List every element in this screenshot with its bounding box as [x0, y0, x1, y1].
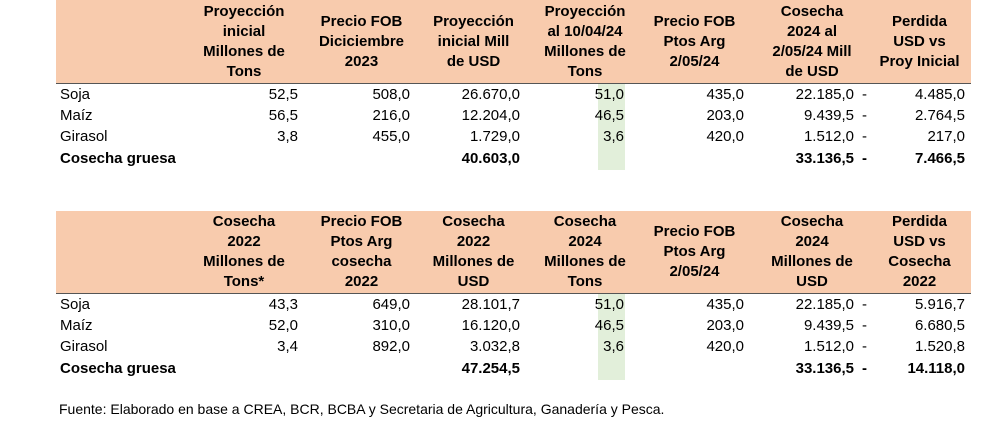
cell-value: 9.439,5 [803, 107, 854, 124]
header-proyeccion-inicial-tons: Proyección inicial Millones de Tons [203, 2, 285, 80]
cell-value: 40.603,0 [461, 150, 520, 167]
cell-value: 435,0 [706, 86, 744, 103]
cell-value: 455,0 [372, 128, 410, 145]
dash-mark: - [862, 360, 867, 377]
cell-value: 12.204,0 [461, 107, 520, 124]
table-row-girasol: Girasol 3,4 892,0 3.032,8 3,6 420,0 1.51… [56, 336, 971, 357]
cell-value: 51,0 [594, 296, 624, 313]
header-precio-fob-02-05: Precio FOB Ptos Arg 2/05/24 [653, 223, 736, 280]
cell-value: 33.136,5 [795, 360, 854, 377]
table-body: Soja 52,5 508,0 26.670,0 51,0 435,0 22.1… [56, 84, 971, 170]
cell-value: 46,5 [594, 317, 624, 334]
header-proyeccion-inicial-usd: Proyección inicial Mill de USD [433, 12, 514, 70]
cell-value: 51,0 [594, 86, 624, 103]
source-note: Fuente: Elaborado en base a CREA, BCR, B… [59, 401, 665, 417]
cell-value: 1.512,0 [803, 338, 854, 355]
dash-mark: - [862, 107, 867, 124]
cell-value: 1.512,0 [803, 128, 854, 145]
header-cosecha-2024-usd: Cosecha 2024 al 2/05/24 Mill de USD [772, 2, 852, 80]
cell-value: 52,0 [268, 317, 298, 334]
row-label: Girasol [60, 128, 108, 145]
cell-value: 203,0 [706, 107, 744, 124]
cell-value: 420,0 [706, 128, 744, 145]
header-cosecha-2024-usd: Cosecha 2024 Millones de USD [771, 213, 853, 290]
header-cosecha-2022-tons: Cosecha 2022 Millones de Tons* [203, 213, 285, 290]
dash-mark: - [862, 150, 867, 167]
table-row-soja: Soja 43,3 649,0 28.101,7 51,0 435,0 22.1… [56, 294, 971, 315]
cell-value: 1.729,0 [469, 128, 520, 145]
cell-value: 3,4 [277, 338, 298, 355]
row-label: Maíz [60, 107, 93, 124]
row-label: Soja [60, 296, 91, 313]
dash-mark: - [862, 338, 867, 355]
cell-value: 56,5 [268, 107, 298, 124]
dash-mark: - [862, 296, 867, 313]
cell-value: 16.120,0 [461, 317, 520, 334]
highlight-column [598, 84, 625, 170]
cell-value: 26.670,0 [461, 86, 520, 103]
cell-value: 28.101,7 [461, 296, 520, 313]
cell-value: 3,8 [277, 128, 298, 145]
header-precio-fob-02-05: Precio FOB Ptos Arg 2/05/24 [653, 12, 736, 70]
header-perdida-usd-vs-2022: Perdida USD vs Cosecha 2022 [888, 213, 951, 290]
cell-value: 3,6 [603, 128, 624, 145]
cell-value: 52,5 [268, 86, 298, 103]
cell-value: 2.764,5 [914, 107, 965, 124]
cell-value: 46,5 [594, 107, 624, 124]
cell-value: 22.185,0 [795, 86, 854, 103]
cell-value: 14.118,0 [907, 360, 965, 377]
cell-value: 9.439,5 [803, 317, 854, 334]
header-perdida-usd: Perdida USD vs Proy Inicial [879, 12, 960, 70]
row-label: Cosecha gruesa [60, 360, 176, 377]
cell-value: 649,0 [372, 296, 410, 313]
cell-value: 892,0 [372, 338, 410, 355]
table-cosecha-2022: Cosecha 2022 Millones de Tons* Precio FO… [56, 211, 971, 380]
cell-value: 4.485,0 [914, 86, 965, 103]
row-label: Girasol [60, 338, 108, 355]
row-label: Maíz [60, 317, 93, 334]
cell-value: 420,0 [706, 338, 744, 355]
row-label: Soja [60, 86, 91, 103]
cell-value: 33.136,5 [795, 150, 854, 167]
table-row-total: Cosecha gruesa 47.254,5 33.136,5 - 14.11… [56, 357, 971, 380]
cell-value: 217,0 [927, 128, 965, 145]
cell-value: 435,0 [706, 296, 744, 313]
table-body: Soja 43,3 649,0 28.101,7 51,0 435,0 22.1… [56, 294, 971, 380]
cell-value: 216,0 [372, 107, 410, 124]
cell-value: 3,6 [603, 338, 624, 355]
header-precio-fob-dic-2023: Precio FOB Diciciembre 2023 [318, 12, 405, 70]
cell-value: 43,3 [268, 296, 298, 313]
table-proyeccion-inicial: Proyección inicial Millones de Tons Prec… [56, 0, 971, 170]
cell-value: 1.520,8 [914, 338, 965, 355]
table-header: Proyección inicial Millones de Tons Prec… [56, 0, 971, 84]
cell-value: 310,0 [372, 317, 410, 334]
table-row-soja: Soja 52,5 508,0 26.670,0 51,0 435,0 22.1… [56, 84, 971, 105]
cell-value: 6.680,5 [914, 317, 965, 334]
header-proyeccion-10-04-tons: Proyección al 10/04/24 Millones de Tons [544, 2, 626, 80]
table-header: Cosecha 2022 Millones de Tons* Precio FO… [56, 211, 971, 294]
highlight-column [598, 294, 625, 380]
table-row-maiz: Maíz 56,5 216,0 12.204,0 46,5 203,0 9.43… [56, 105, 971, 126]
cell-value: 508,0 [372, 86, 410, 103]
cell-value: 47.254,5 [461, 360, 520, 377]
cell-value: 7.466,5 [914, 150, 965, 167]
table-row-maiz: Maíz 52,0 310,0 16.120,0 46,5 203,0 9.43… [56, 315, 971, 336]
dash-mark: - [862, 86, 867, 103]
dash-mark: - [862, 317, 867, 334]
row-label: Cosecha gruesa [60, 150, 176, 167]
table-row-total: Cosecha gruesa 40.603,0 33.136,5 - 7.466… [56, 147, 971, 170]
dash-mark: - [862, 128, 867, 145]
cell-value: 5.916,7 [914, 296, 965, 313]
cell-value: 203,0 [706, 317, 744, 334]
header-cosecha-2024-tons: Cosecha 2024 Millones de Tons [544, 213, 626, 290]
header-cosecha-2022-usd: Cosecha 2022 Millones de USD [432, 213, 515, 290]
header-precio-fob-cosecha-2022: Precio FOB Ptos Arg cosecha 2022 [320, 213, 403, 290]
cell-value: 22.185,0 [795, 296, 854, 313]
cell-value: 3.032,8 [469, 338, 520, 355]
table-row-girasol: Girasol 3,8 455,0 1.729,0 3,6 420,0 1.51… [56, 126, 971, 147]
